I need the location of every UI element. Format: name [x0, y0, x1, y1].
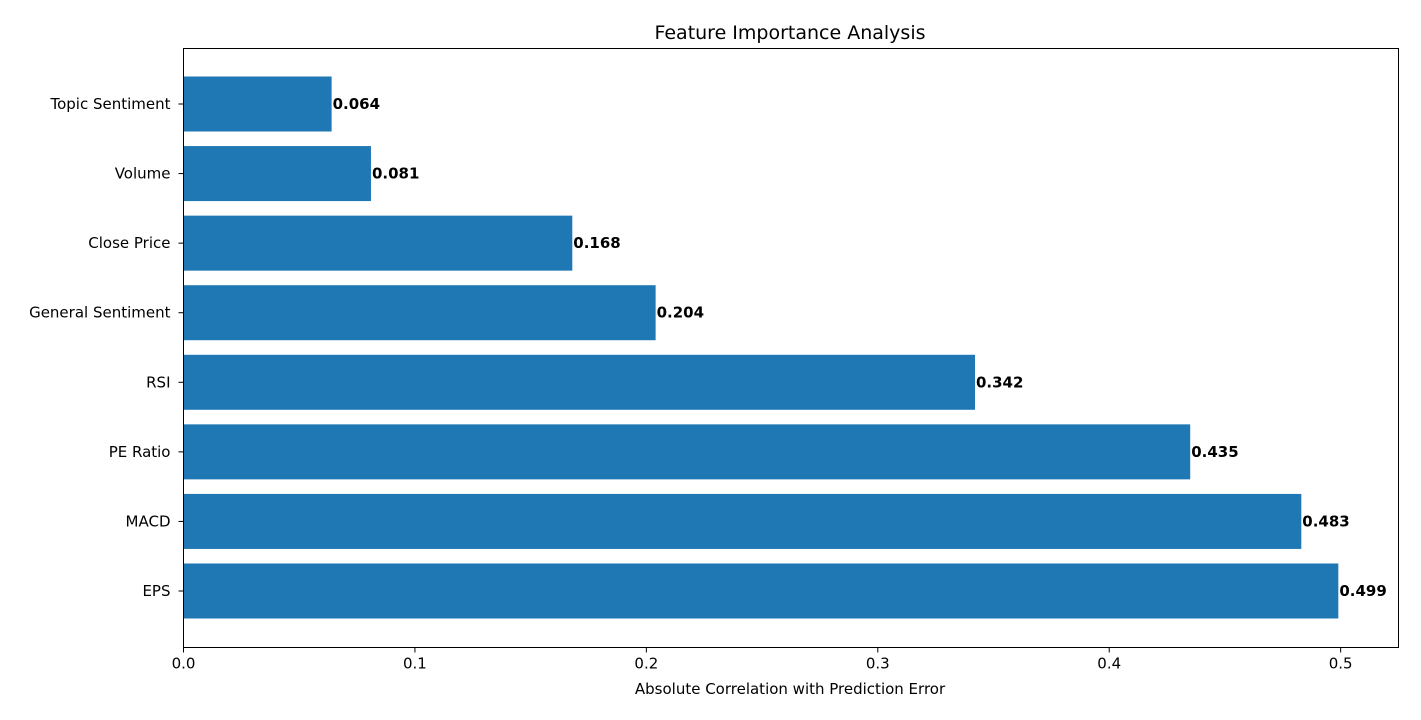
- data-label: 0.483: [1302, 512, 1349, 530]
- y-tick-labels: EPS MACD PE Ratio RSI General Sentiment Close…: [29, 95, 184, 600]
- y-tick-label: PE Ratio: [109, 443, 171, 461]
- data-label: 0.081: [372, 165, 419, 183]
- data-labels: 0.499 0.483 0.435 0.342 0.204 0.168 0.081 0.064: [333, 95, 1387, 600]
- data-label: 0.435: [1191, 443, 1238, 461]
- plot-frame: [183, 48, 1399, 648]
- y-tick-label: General Sentiment: [29, 304, 171, 322]
- x-axis-label: Absolute Correlation with Prediction Err…: [635, 680, 946, 698]
- x-tick-label: 0.3: [866, 655, 890, 673]
- x-tick-label: 0.2: [634, 655, 658, 673]
- x-tick-label: 0.4: [1097, 655, 1121, 673]
- x-tick-label: 0.1: [403, 655, 427, 673]
- data-label: 0.342: [976, 373, 1023, 391]
- bar-volume: [183, 146, 371, 202]
- x-tick-label: 0.5: [1329, 655, 1353, 673]
- y-tick-label: Topic Sentiment: [49, 95, 170, 113]
- x-ticks: 0.0 0.1 0.2 0.3 0.4 0.5: [172, 647, 1353, 673]
- data-label: 0.168: [573, 234, 620, 252]
- y-tick-label: Volume: [115, 165, 171, 183]
- x-tick-label: 0.0: [172, 655, 196, 673]
- y-tick-label: MACD: [126, 512, 171, 530]
- y-tick-label: EPS: [142, 582, 170, 600]
- bar-macd: [183, 493, 1302, 549]
- bar-eps: [183, 563, 1339, 619]
- bar-topic-sentiment: [183, 76, 332, 132]
- data-label: 0.499: [1339, 582, 1386, 600]
- bar-rsi: [183, 354, 975, 410]
- chart-title: Feature Importance Analysis: [654, 22, 925, 44]
- data-label: 0.204: [657, 304, 704, 322]
- data-label: 0.064: [333, 95, 380, 113]
- bar-pe-ratio: [183, 424, 1191, 480]
- y-tick-label: Close Price: [88, 234, 170, 252]
- bar-general-sentiment: [183, 285, 656, 341]
- y-tick-label: RSI: [146, 373, 170, 391]
- bar-group: [183, 76, 1339, 619]
- bar-close-price: [183, 215, 573, 271]
